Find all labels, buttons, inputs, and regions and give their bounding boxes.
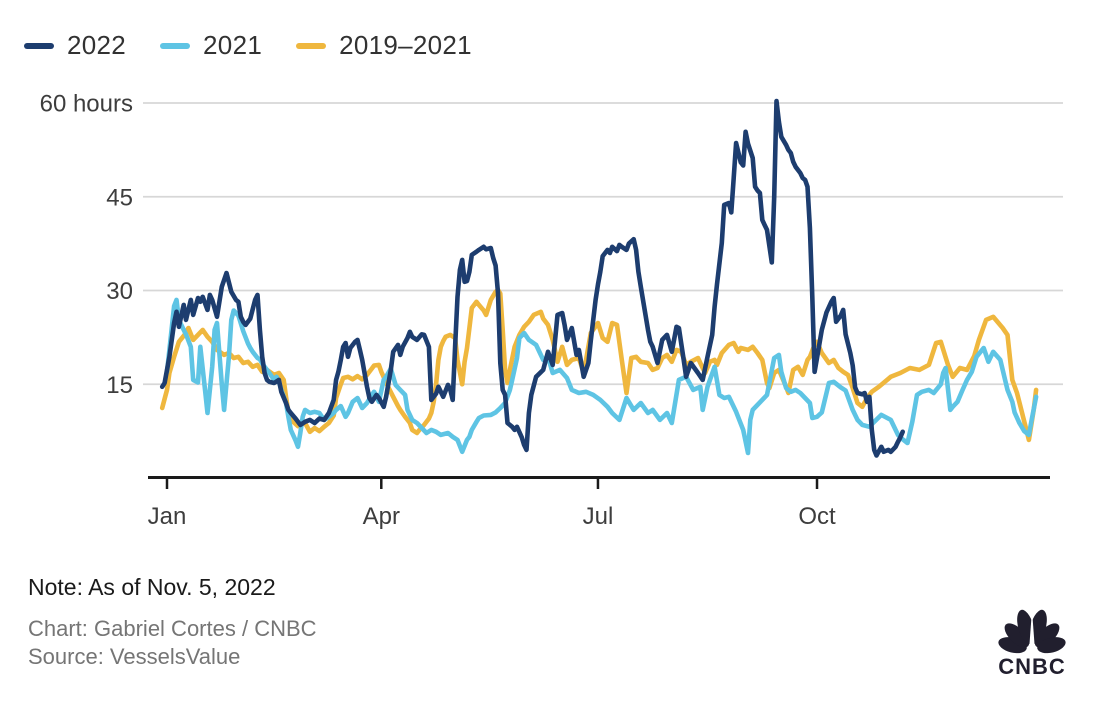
x-tick-label-Oct: Oct (798, 503, 836, 530)
cnbc-logo: CNBC (998, 609, 1066, 679)
legend-swatch-2021 (160, 42, 191, 49)
series-line-2021 (164, 297, 1039, 456)
y-tick-label-30: 30 (106, 278, 133, 305)
series-line-2022 (159, 98, 905, 458)
legend: 2022 2021 2019–2021 (24, 30, 472, 61)
legend-item-2019-2021: 2019–2021 (296, 30, 472, 61)
line-chart-plot: 15 30 45 60 hours Jan Apr Jul Oct (40, 91, 1063, 530)
y-tick-label-15: 15 (106, 372, 133, 399)
x-tick-label-Apr: Apr (363, 503, 400, 530)
cnbc-wordmark: CNBC (998, 654, 1066, 679)
peacock-icon (998, 609, 1066, 654)
legend-label-2019-2021: 2019–2021 (339, 30, 472, 60)
legend-label-2021: 2021 (203, 30, 263, 60)
legend-item-2021: 2021 (160, 30, 262, 61)
x-tick-label-Jan: Jan (148, 503, 187, 530)
x-tick-label-Jul: Jul (583, 503, 614, 530)
legend-label-2022: 2022 (67, 30, 127, 60)
source-text: Source: VesselsValue (28, 644, 241, 669)
series-line-2019–2021 (159, 287, 1039, 443)
credit-text: Chart: Gabriel Cortes / CNBC (28, 616, 317, 641)
legend-swatch-2022 (24, 42, 54, 49)
legend-item-2022: 2022 (24, 30, 126, 61)
note-text: Note: As of Nov. 5, 2022 (28, 574, 276, 600)
y-tick-label-45: 45 (106, 184, 133, 211)
y-tick-label-60: 60 hours (40, 91, 133, 118)
legend-swatch-2019-2021 (296, 42, 327, 49)
